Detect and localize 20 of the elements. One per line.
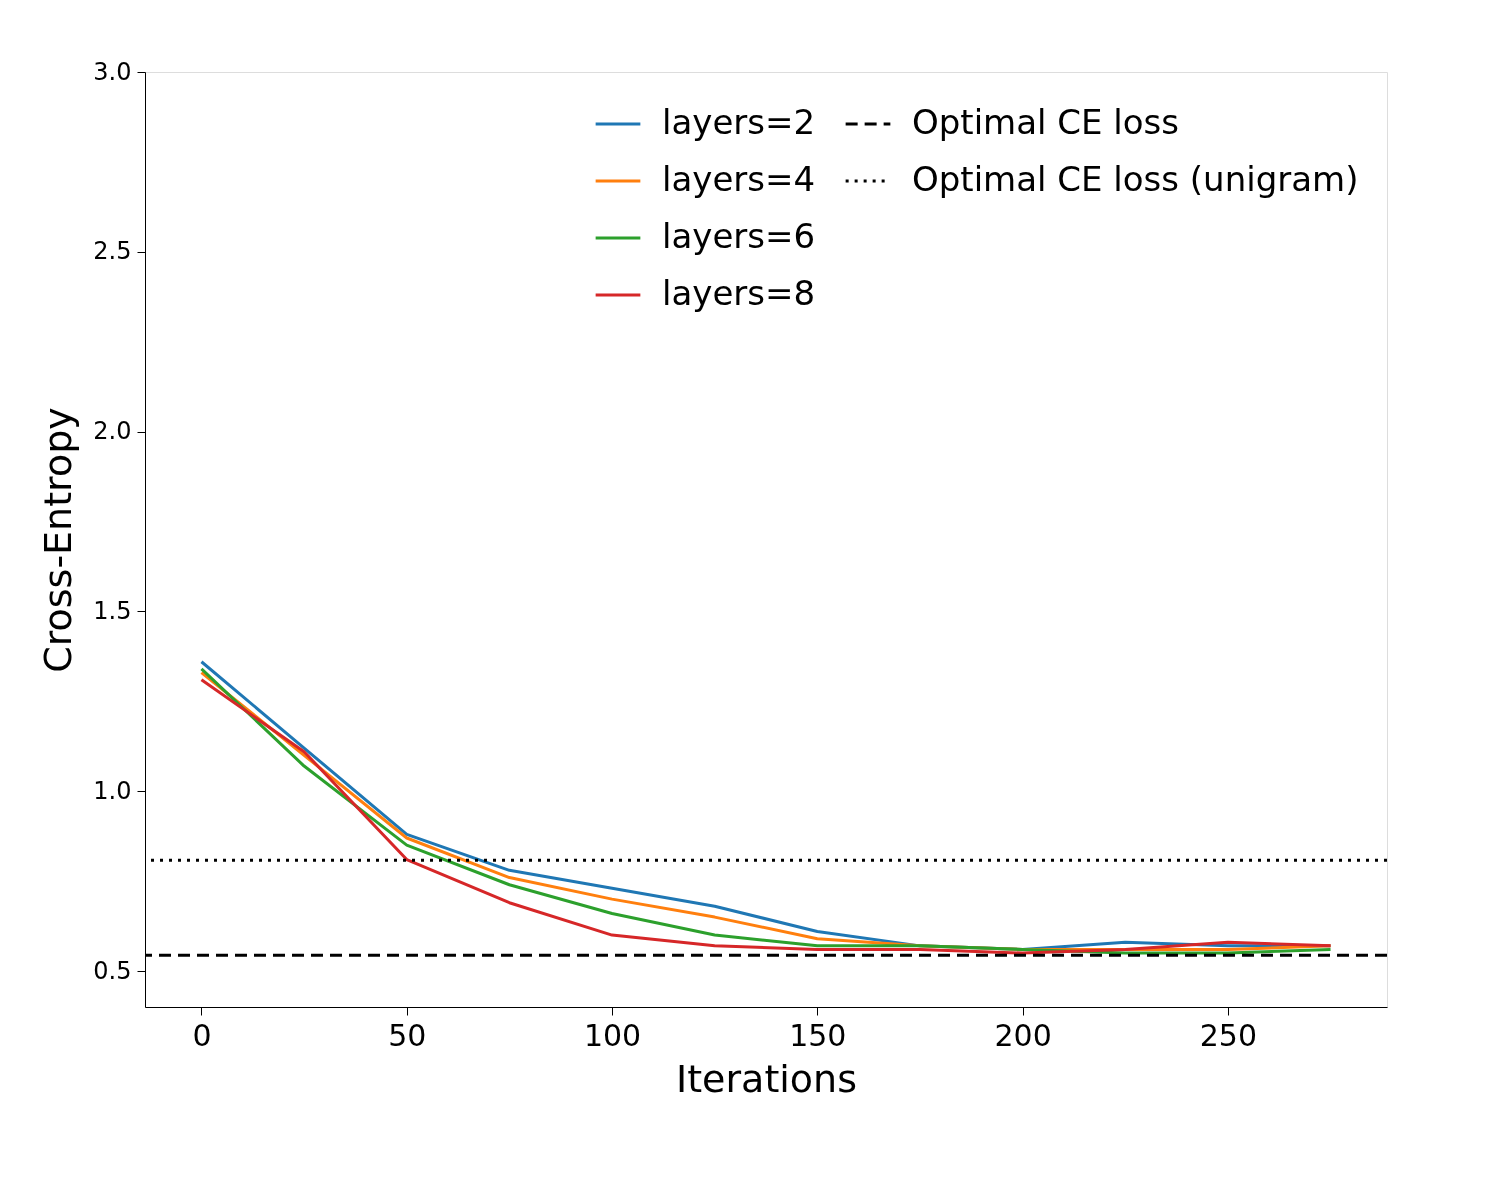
y-tick-label: 3.0 [93, 57, 132, 86]
legend-label: layers=4 [662, 159, 816, 199]
y-tick-label: 2.5 [93, 237, 132, 266]
legend-label: layers=6 [662, 216, 816, 256]
x-tick-label: 50 [388, 1017, 427, 1053]
y-tick-label: 0.5 [93, 956, 132, 985]
x-tick-label: 0 [192, 1017, 212, 1053]
y-tick-label: 1.0 [93, 776, 132, 805]
x-tick-label: 250 [1199, 1017, 1258, 1053]
x-tick-label: 100 [583, 1017, 642, 1053]
legend-label: layers=2 [662, 102, 816, 142]
legend-label: layers=8 [662, 273, 816, 313]
legend-label: Optimal CE loss (unigram) [912, 159, 1359, 199]
y-tick-label: 1.5 [93, 596, 132, 625]
y-axis-title: Cross-Entropy [36, 407, 81, 673]
x-axis-title: Iterations [676, 1056, 857, 1101]
y-tick-label: 2.0 [93, 417, 132, 446]
legend-label: Optimal CE loss [912, 102, 1180, 142]
x-tick-label: 150 [789, 1017, 847, 1053]
x-tick-label: 200 [994, 1017, 1052, 1053]
